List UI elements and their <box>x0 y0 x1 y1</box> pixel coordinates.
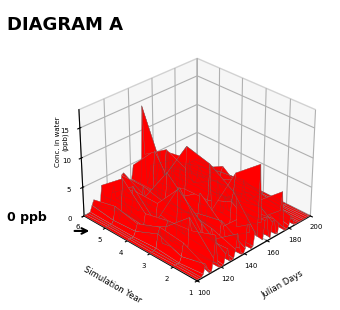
Text: 0 ppb: 0 ppb <box>7 210 47 224</box>
Text: Conc. in water
(ppb): Conc. in water (ppb) <box>55 117 68 167</box>
Text: DIAGRAM A: DIAGRAM A <box>7 16 123 33</box>
X-axis label: Julian Days: Julian Days <box>260 269 305 300</box>
Y-axis label: Simulation Year: Simulation Year <box>82 264 143 305</box>
